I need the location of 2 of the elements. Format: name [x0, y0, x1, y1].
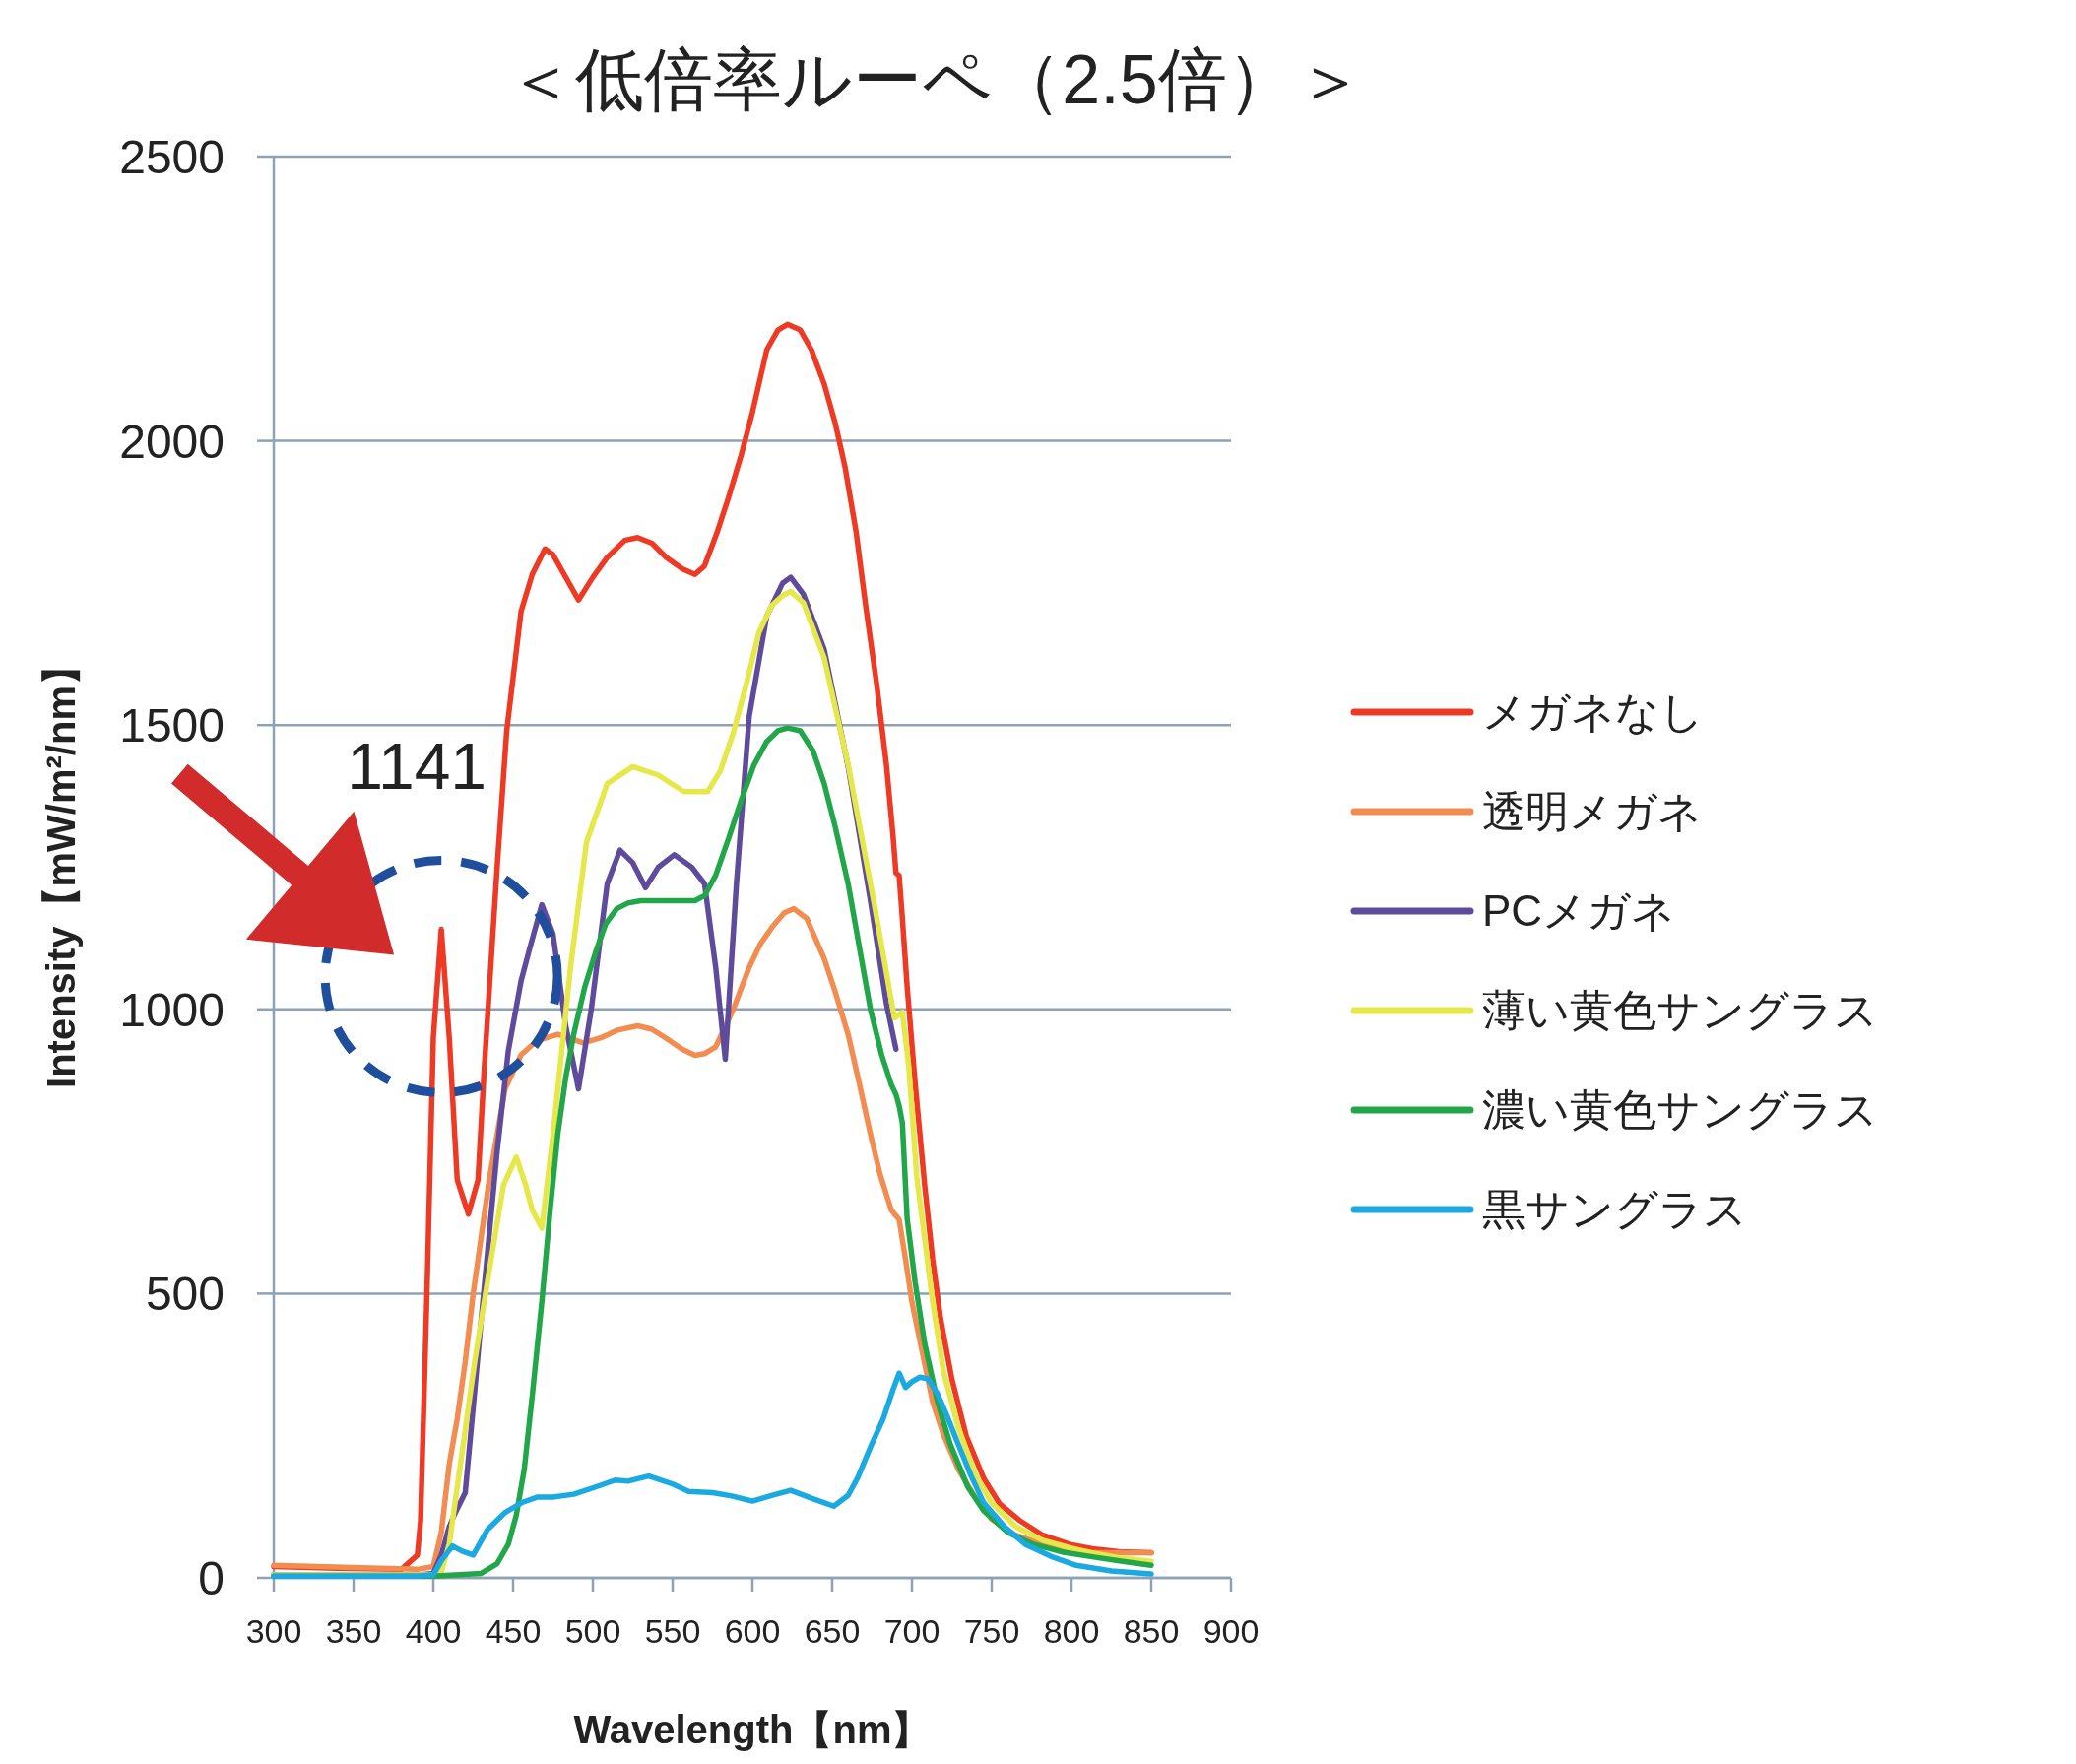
title: ＜低倍率ルーペ（2.5倍）＞ — [506, 41, 1365, 118]
annotation: 1141 — [347, 730, 487, 804]
